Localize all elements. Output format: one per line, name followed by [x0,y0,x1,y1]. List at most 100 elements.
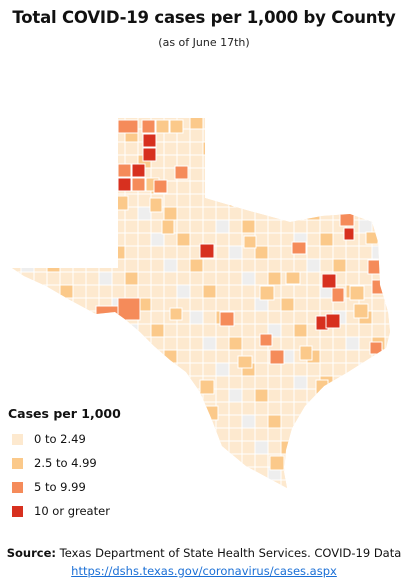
county-highlight [169,307,183,321]
county-cell [254,206,269,221]
county-cell [319,141,334,156]
county-cell [306,193,321,208]
county-cell [150,323,165,338]
county-cell [46,310,61,325]
county-cell [398,467,408,480]
county-cell [12,193,22,208]
county-cell [137,349,152,364]
county-cell [202,141,217,156]
county-cell [345,141,360,156]
county-cell [59,258,74,273]
county-cell [85,375,100,390]
county-cell [202,336,217,351]
county-cell [398,129,408,142]
county-cell [332,180,347,195]
county-cell [241,388,256,403]
county-cell [124,141,139,156]
county-cell [280,297,295,312]
county-cell [46,375,61,390]
county-cell [137,388,152,403]
county-cell [111,375,126,390]
county-cell [254,414,269,429]
county-highlight [199,379,215,395]
county-cell [254,388,269,403]
county-cell [319,401,334,416]
county-cell [189,167,204,182]
county-highlight [291,241,307,255]
county-cell [371,466,386,481]
county-cell [124,271,139,286]
county-cell [85,258,100,273]
county-cell [371,310,386,325]
texas-county-map [12,118,408,488]
county-cell [306,466,321,481]
county-cell [137,258,152,273]
county-cell [228,388,243,403]
county-highlight [325,393,339,409]
county-cell [137,206,152,221]
county-cell [215,453,230,468]
county-cell [33,284,48,299]
county-cell [293,453,308,468]
county-cell [98,118,113,130]
county-cell [176,258,191,273]
county-cell [332,440,347,455]
county-cell [150,401,165,416]
county-cell [228,118,243,130]
county-cell [85,206,100,221]
county-cell [163,336,178,351]
county-cell [306,427,321,442]
county-cell [319,193,334,208]
county-cell [33,245,48,260]
county-cell [280,362,295,377]
county-cell [280,219,295,234]
county-cell [215,154,230,169]
county-cell [241,323,256,338]
county-cell [345,375,360,390]
county-cell [267,180,282,195]
county-cell [280,401,295,416]
county-cell [111,349,126,364]
county-cell [189,440,204,455]
county-cell [398,259,408,272]
source-link[interactable]: https://dshs.texas.gov/coronavirus/cases… [71,564,337,578]
county-cell [150,479,165,488]
county-cell [12,128,22,143]
county-cell [163,193,178,208]
county-cell [228,336,243,351]
county-cell [319,336,334,351]
county-cell [176,141,191,156]
county-cell [98,362,113,377]
county-cell [267,388,282,403]
county-cell [124,388,139,403]
county-cell [345,167,360,182]
county-cell [306,219,321,234]
county-highlight [117,177,132,192]
county-cell [398,402,408,415]
county-cell [72,323,87,338]
county-cell [384,206,390,221]
county-cell [293,401,308,416]
county-cell [59,167,74,182]
county-cell [85,167,100,182]
legend-item-high: 5 to 9.99 [8,475,121,499]
county-cell [202,118,217,130]
county-cell [98,258,113,273]
legend-label: 10 or greater [34,504,110,518]
county-cell [189,401,204,416]
county-cell [20,219,35,234]
county-cell [267,193,282,208]
county-highlight [339,209,355,227]
county-cell [85,245,100,260]
county-cell [72,297,87,312]
county-cell [46,258,61,273]
county-cell [384,245,390,260]
county-cell [163,375,178,390]
county-cell [332,466,347,481]
county-cell [98,375,113,390]
county-cell [12,375,22,390]
county-cell [20,193,35,208]
county-cell [111,284,126,299]
county-cell [267,479,282,488]
county-cell [20,180,35,195]
